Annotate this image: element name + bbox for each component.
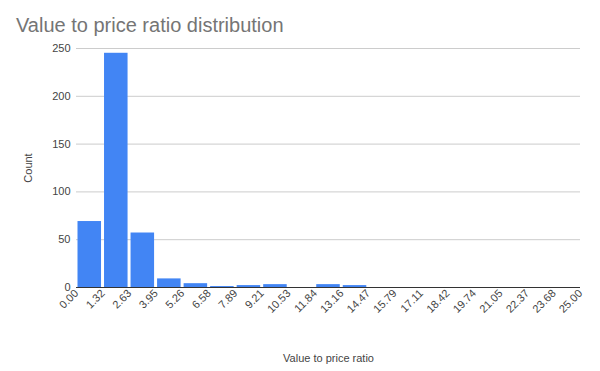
svg-text:0: 0 <box>64 281 70 293</box>
svg-text:250: 250 <box>52 42 70 54</box>
svg-text:200: 200 <box>52 90 70 102</box>
svg-text:10.53: 10.53 <box>265 287 293 315</box>
svg-text:21.05: 21.05 <box>477 287 505 315</box>
svg-text:25.00: 25.00 <box>556 287 584 315</box>
svg-text:100: 100 <box>52 185 70 197</box>
html-text:Value to price ratio distribut: Value to price ratio distribution <box>16 14 284 36</box>
svg-text:15.79: 15.79 <box>371 287 399 315</box>
svg-text:1.32: 1.32 <box>83 287 107 311</box>
svg-text:22.37: 22.37 <box>503 287 531 315</box>
svg-text:19.74: 19.74 <box>450 287 478 315</box>
svg-text:17.11: 17.11 <box>398 287 425 314</box>
svg-text:50: 50 <box>58 233 70 245</box>
svg-text:0.00: 0.00 <box>56 286 81 311</box>
svg-text:5.26: 5.26 <box>163 287 187 311</box>
svg-text:Value to price ratio: Value to price ratio <box>283 352 374 364</box>
svg-text:2.63: 2.63 <box>110 287 134 311</box>
svg-text:Count: Count <box>22 153 34 182</box>
svg-text:7.89: 7.89 <box>216 287 240 311</box>
svg-text:23.68: 23.68 <box>530 287 558 315</box>
svg-text:18.42: 18.42 <box>424 287 452 315</box>
svg-text:3.95: 3.95 <box>136 287 160 311</box>
svg-text:13.16: 13.16 <box>318 287 346 315</box>
svg-text:11.84: 11.84 <box>292 287 319 314</box>
svg-text:14.47: 14.47 <box>344 287 372 315</box>
svg-text:6.58: 6.58 <box>189 287 213 311</box>
svg-text:9.21: 9.21 <box>242 287 266 311</box>
svg-text:150: 150 <box>52 138 70 150</box>
